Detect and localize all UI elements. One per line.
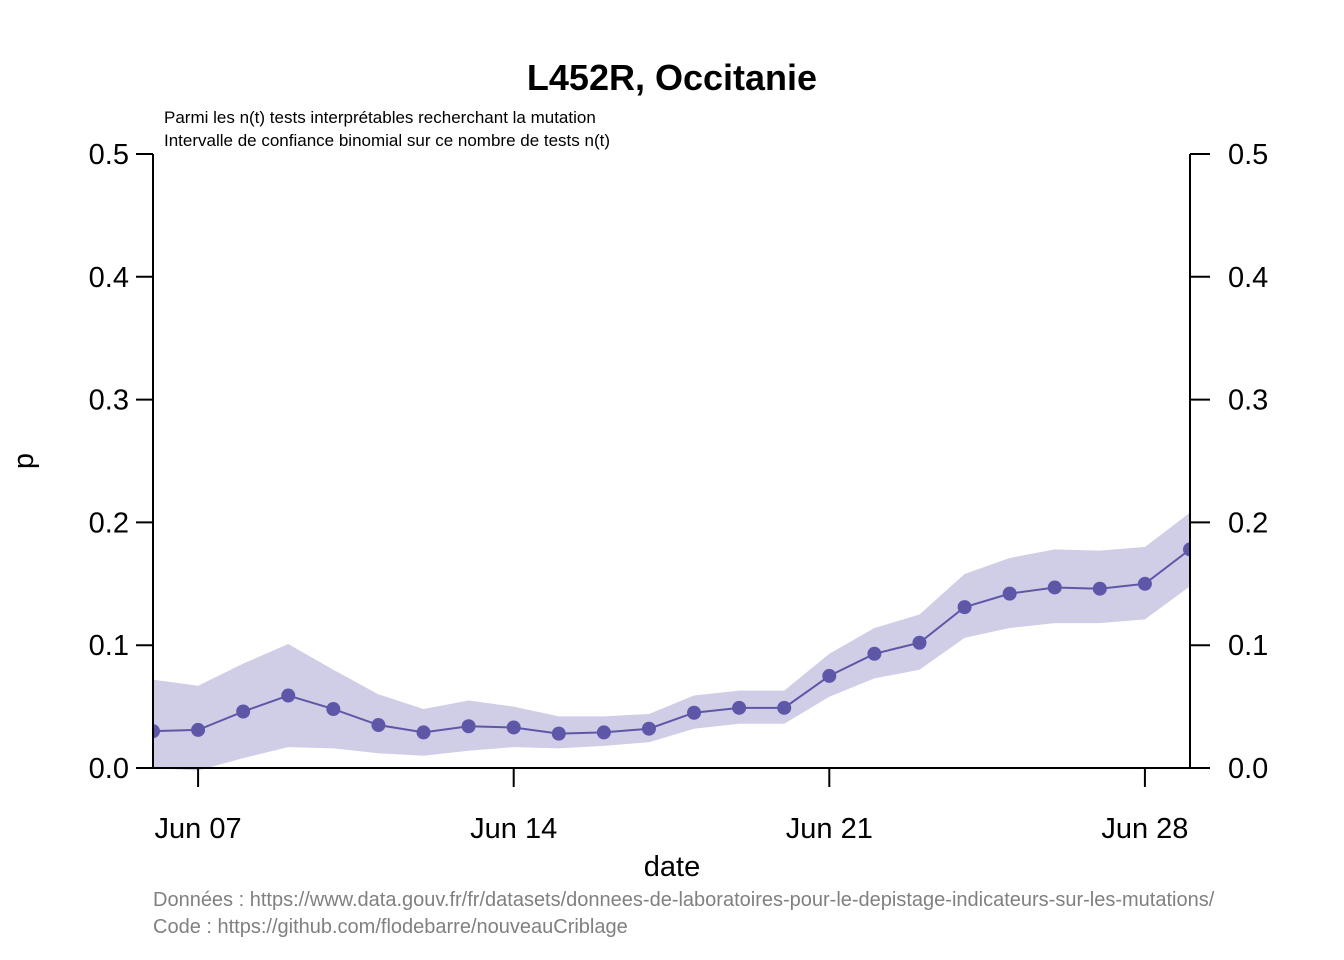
- chart-subtitle-2: Intervalle de confiance binomial sur ce …: [164, 131, 610, 150]
- data-point: [551, 726, 566, 741]
- data-point: [641, 721, 656, 736]
- chart-title: L452R, Occitanie: [527, 57, 817, 98]
- data-point: [1047, 580, 1062, 595]
- data-point: [326, 702, 341, 717]
- data-point: [822, 668, 837, 683]
- y-ticks-left: 0.0 0.1 0.2 0.3 0.4 0.5: [89, 139, 153, 785]
- series-line: [153, 548, 1190, 735]
- y-tick-label-left: 0.2: [89, 507, 129, 539]
- data-point: [777, 700, 792, 715]
- x-tick-label: Jun 07: [155, 813, 242, 845]
- y-tick-label-right: 0.5: [1228, 139, 1268, 171]
- y-ticks-right: 0.0 0.1 0.2 0.3 0.4 0.5: [1190, 139, 1268, 785]
- y-tick-label-left: 0.0: [89, 753, 129, 785]
- data-point: [416, 725, 431, 740]
- data-point: [281, 688, 296, 703]
- y-tick-label-left: 0.4: [89, 262, 129, 294]
- series-line-layer: [153, 542, 1190, 741]
- data-point: [957, 600, 972, 615]
- data-point: [867, 646, 882, 661]
- chart-subtitle-1: Parmi les n(t) tests interprétables rech…: [164, 108, 596, 127]
- data-point: [506, 720, 521, 735]
- data-point: [1002, 586, 1017, 601]
- confidence-band-layer: [153, 512, 1190, 771]
- y-tick-label-right: 0.1: [1228, 630, 1268, 662]
- data-point: [1137, 576, 1152, 591]
- data-point: [236, 704, 251, 719]
- data-point: [153, 724, 160, 739]
- data-point: [191, 722, 206, 737]
- data-point: [912, 635, 927, 650]
- data-source-footer: Données : https://www.data.gouv.fr/fr/da…: [153, 889, 1215, 911]
- x-ticks: Jun 07 Jun 14 Jun 21 Jun 28: [155, 768, 1188, 845]
- y-tick-label-right: 0.0: [1228, 753, 1268, 785]
- y-tick-label-left: 0.3: [89, 385, 129, 417]
- y-tick-label-left: 0.1: [89, 630, 129, 662]
- y-tick-label-right: 0.3: [1228, 385, 1268, 417]
- data-point: [1183, 542, 1190, 557]
- data-point: [596, 725, 611, 740]
- data-point: [371, 718, 386, 733]
- x-axis-label: date: [644, 851, 700, 883]
- x-tick-label: Jun 21: [786, 813, 873, 845]
- y-tick-label-right: 0.4: [1228, 262, 1268, 294]
- data-point: [461, 719, 476, 734]
- data-point: [1092, 581, 1107, 596]
- code-source-footer: Code : https://github.com/flodebarre/nou…: [153, 916, 628, 938]
- data-point: [732, 700, 747, 715]
- x-tick-label: Jun 14: [470, 813, 557, 845]
- confidence-band: [153, 512, 1190, 771]
- y-tick-label-right: 0.2: [1228, 507, 1268, 539]
- data-point: [687, 705, 702, 720]
- y-axis-label: p: [8, 453, 40, 469]
- y-tick-label-left: 0.5: [89, 139, 129, 171]
- x-tick-label: Jun 28: [1101, 813, 1188, 845]
